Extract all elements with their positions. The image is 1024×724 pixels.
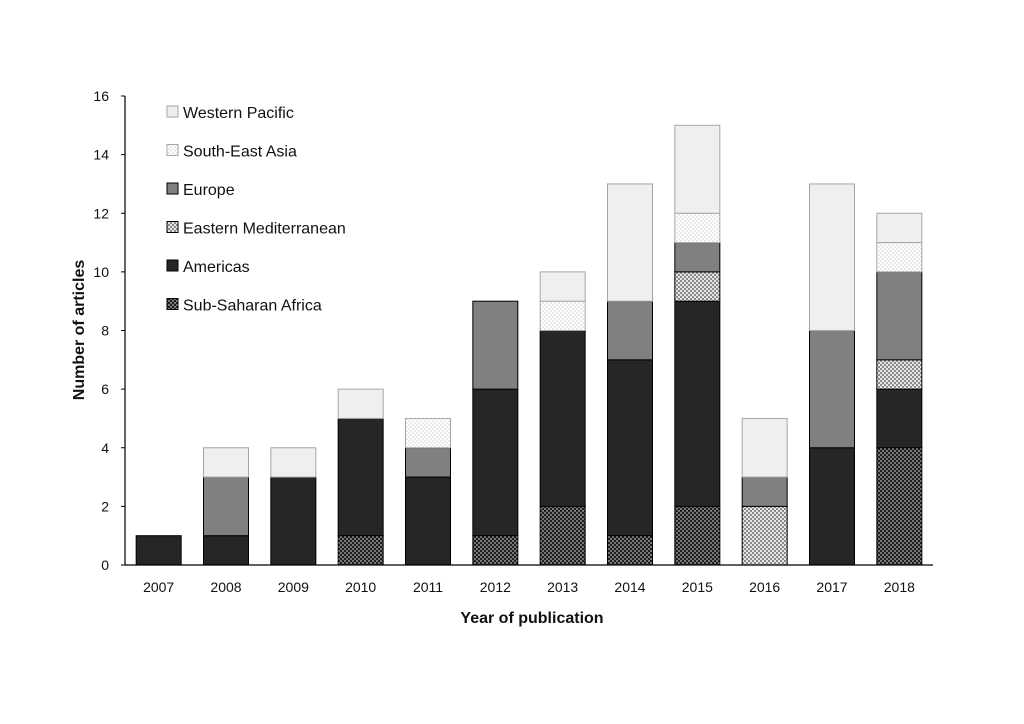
bar-segment [270,476,317,566]
bar-segment [876,359,923,390]
bar-segment [674,300,721,507]
y-axis-ticks: 0 2 4 6 8 10 12 14 16 [93,88,125,573]
bar-segment [539,300,586,331]
bar-segment [674,212,721,244]
bar-segment [674,505,721,566]
legend-label: Europe [183,182,235,199]
bar-segment [472,535,519,566]
x-tick-label: 2009 [278,579,309,595]
bar-segment [876,212,923,244]
legend-label: Western Pacific [183,105,294,122]
legend-swatch [166,298,179,310]
bar-segment [809,183,855,331]
x-tick-label: 2016 [749,579,780,595]
bar-segment [337,388,384,419]
y-tick-label: 12 [93,205,109,221]
legend: Western Pacific South-East Asia Europe East… [166,105,346,315]
legend-swatch [166,105,179,118]
y-tick-label: 2 [101,498,109,514]
y-tick-label: 16 [93,88,109,104]
legend-swatch [166,182,179,195]
x-tick-label: 2011 [413,579,443,595]
x-tick-label: 2007 [143,579,174,595]
bar-segment [539,505,586,566]
bar-segment [674,124,721,214]
x-tick-label: 2012 [480,579,511,595]
bar-segment [741,417,788,478]
x-tick-label: 2014 [614,579,645,595]
bar-segment [472,300,519,390]
bar-segment [270,447,317,478]
bar-segment [607,535,653,566]
bar-segment [135,535,182,566]
x-tick-label: 2013 [547,579,578,595]
bar-segment [472,388,519,537]
y-tick-label: 0 [101,557,109,573]
x-tick-label: 2008 [210,579,241,595]
legend-swatch [166,259,179,272]
x-tick-label: 2015 [682,579,713,595]
bar-segment [539,330,586,507]
bar-segment [337,535,384,566]
legend-swatch [166,144,179,156]
y-tick-label: 4 [101,440,109,456]
bar-segment [741,505,788,566]
bar-segment [539,271,586,302]
x-axis-ticks: 2007 2008 2009 2010 2011 2012 2013 2014 2015 2016… [143,579,915,595]
legend-label: Sub-Saharan Africa [183,298,322,315]
bar-segment [809,447,855,566]
bar-segment [405,447,451,478]
y-tick-label: 14 [93,147,109,163]
bar-segment [203,535,249,566]
y-axis-title: Number of articles [71,260,88,401]
bar-segment [809,330,855,449]
bar-segment [876,271,923,361]
bar-segment [741,476,788,507]
x-tick-label: 2017 [816,579,847,595]
x-tick-label: 2010 [345,579,376,595]
bar-segment [607,359,653,537]
legend-swatch [166,221,179,233]
y-tick-label: 8 [101,323,109,339]
legend-label: Americas [183,259,250,276]
y-tick-label: 10 [93,264,109,280]
bar-segment [876,388,923,449]
legend-label: South-East Asia [183,144,297,161]
x-tick-label: 2018 [884,579,915,595]
bar-segment [203,447,249,478]
x-axis-title: Year of publication [460,610,603,627]
legend-label: Eastern Mediterranean [183,221,346,238]
bar-segment [674,271,721,302]
bar-segment [876,447,923,566]
bar-segment [405,476,451,566]
bar-segment [203,476,249,537]
bar-segment [337,417,384,537]
bars-group [135,124,923,566]
bar-segment [876,242,923,273]
bar-segment [405,417,451,449]
bar-segment [607,183,653,302]
bar-segment [674,242,721,273]
bar-segment [607,300,653,361]
y-tick-label: 6 [101,381,109,397]
